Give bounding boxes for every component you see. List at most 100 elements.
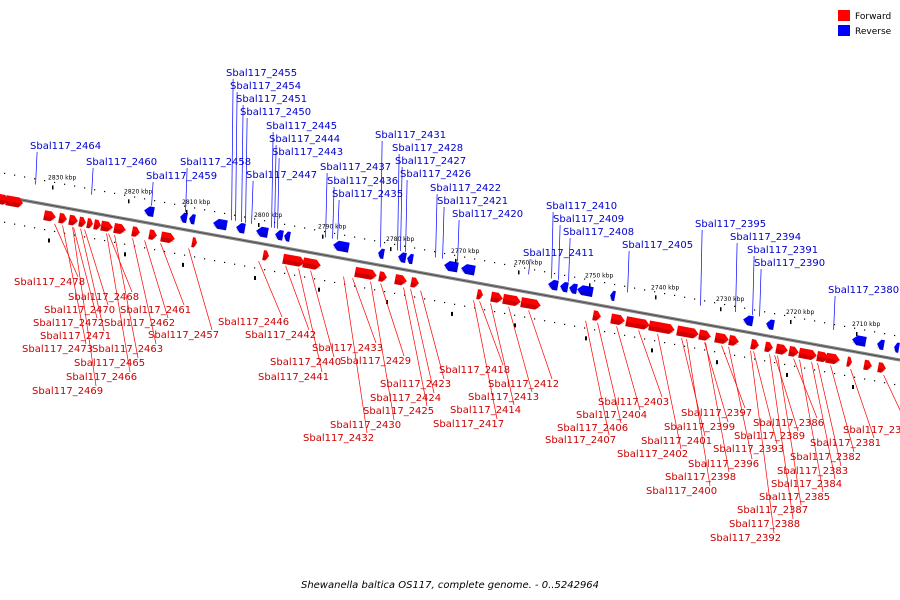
gene-label[interactable]: Sbal117_2470 xyxy=(44,305,115,316)
gene-label[interactable]: Sbal117_2472 xyxy=(33,318,104,329)
reverse-gene-feature[interactable] xyxy=(377,248,385,259)
gene-label[interactable]: Sbal117_2435 xyxy=(332,189,403,200)
reverse-gene-feature[interactable] xyxy=(274,229,284,241)
reverse-gene-feature[interactable] xyxy=(851,334,867,347)
forward-gene-feature[interactable] xyxy=(14,196,24,208)
gene-label[interactable]: Sbal117_2394 xyxy=(730,232,801,243)
gene-label[interactable]: Sbal117_2428 xyxy=(392,143,463,154)
forward-gene-feature[interactable] xyxy=(78,216,87,228)
gene-label[interactable]: Sbal117_2451 xyxy=(236,94,307,105)
gene-label[interactable]: Sbal117_2400 xyxy=(646,486,717,497)
forward-gene-feature[interactable] xyxy=(58,212,68,224)
forward-gene-feature[interactable] xyxy=(728,335,740,347)
forward-gene-feature[interactable] xyxy=(863,359,873,371)
gene-label[interactable]: Sbal117_2455 xyxy=(226,68,297,79)
gene-label[interactable]: Sbal117_2444 xyxy=(269,134,340,145)
forward-gene-feature[interactable] xyxy=(160,231,176,244)
gene-label[interactable]: Sbal117_2443 xyxy=(272,147,343,158)
reverse-gene-feature[interactable] xyxy=(332,240,350,253)
gene-label[interactable]: Sbal117_2389 xyxy=(734,431,805,442)
forward-gene-feature[interactable] xyxy=(592,310,602,321)
gene-label[interactable]: Sbal117_2421 xyxy=(437,196,508,207)
gene-label[interactable]: Sbal117_2390 xyxy=(754,258,825,269)
forward-gene-feature[interactable] xyxy=(520,297,541,310)
forward-gene-feature[interactable] xyxy=(113,222,127,235)
forward-gene-feature[interactable] xyxy=(148,229,158,240)
forward-gene-feature[interactable] xyxy=(775,343,789,356)
gene-label[interactable]: Sbal117_2412 xyxy=(488,379,559,390)
forward-gene-feature[interactable] xyxy=(502,293,522,307)
gene-label[interactable]: Sbal117_2445 xyxy=(266,121,337,132)
gene-label[interactable]: Sbal117_2433 xyxy=(312,343,383,354)
gene-label[interactable]: Sbal117_2411 xyxy=(523,248,594,259)
reverse-gene-feature[interactable] xyxy=(576,284,594,298)
forward-gene-feature[interactable] xyxy=(378,271,388,282)
reverse-gene-feature[interactable] xyxy=(893,342,900,353)
gene-label[interactable]: Sbal117_2417 xyxy=(433,419,504,430)
forward-gene-feature[interactable] xyxy=(302,257,322,270)
gene-label[interactable]: Sbal117_2385 xyxy=(759,492,830,503)
gene-label[interactable]: Sbal117_2450 xyxy=(240,107,311,118)
gene-label[interactable]: Sbal117_2429 xyxy=(340,356,411,367)
gene-label[interactable]: Sbal117_2391 xyxy=(747,245,818,256)
reverse-gene-feature[interactable] xyxy=(188,214,196,225)
gene-label[interactable]: Sbal117_2393 xyxy=(713,444,784,455)
gene-label[interactable]: Sbal117_2379 xyxy=(843,425,900,436)
gene-label[interactable]: Sbal117_2463 xyxy=(92,344,163,355)
forward-gene-feature[interactable] xyxy=(648,320,675,335)
gene-label[interactable]: Sbal117_2405 xyxy=(622,240,693,251)
gene-label[interactable]: Sbal117_2441 xyxy=(258,372,329,383)
forward-gene-feature[interactable] xyxy=(282,253,305,268)
gene-label[interactable]: Sbal117_2426 xyxy=(400,169,471,180)
gene-label[interactable]: Sbal117_2381 xyxy=(810,438,881,449)
gene-label[interactable]: Sbal117_2425 xyxy=(363,406,434,417)
forward-gene-feature[interactable] xyxy=(816,351,830,363)
gene-label[interactable]: Sbal117_2408 xyxy=(563,227,634,238)
forward-gene-feature[interactable] xyxy=(825,352,841,365)
gene-label[interactable]: Sbal117_2398 xyxy=(665,472,736,483)
gene-label[interactable]: Sbal117_2427 xyxy=(395,156,466,167)
forward-gene-feature[interactable] xyxy=(394,274,408,286)
gene-label[interactable]: Sbal117_2430 xyxy=(330,420,401,431)
gene-label[interactable]: Sbal117_2422 xyxy=(430,183,501,194)
gene-label[interactable]: Sbal117_2460 xyxy=(86,157,157,168)
gene-label[interactable]: Sbal117_2454 xyxy=(230,81,301,92)
gene-label[interactable]: Sbal117_2401 xyxy=(641,436,712,447)
gene-label[interactable]: Sbal117_2471 xyxy=(40,331,111,342)
forward-gene-feature[interactable] xyxy=(798,347,818,361)
reverse-gene-feature[interactable] xyxy=(559,281,569,293)
forward-gene-feature[interactable] xyxy=(610,313,626,326)
gene-label[interactable]: Sbal117_2404 xyxy=(576,410,647,421)
gene-label[interactable]: Sbal117_2386 xyxy=(753,418,824,429)
gene-label[interactable]: Sbal117_2423 xyxy=(380,379,451,390)
forward-gene-feature[interactable] xyxy=(490,291,504,304)
gene-label[interactable]: Sbal117_2383 xyxy=(777,466,848,477)
forward-gene-feature[interactable] xyxy=(68,214,79,226)
forward-gene-feature[interactable] xyxy=(877,362,887,373)
forward-gene-feature[interactable] xyxy=(410,277,420,288)
gene-label[interactable]: Sbal117_2384 xyxy=(771,479,842,490)
gene-label[interactable]: Sbal117_2414 xyxy=(450,405,521,416)
reverse-gene-feature[interactable] xyxy=(397,252,407,263)
gene-label[interactable]: Sbal117_2410 xyxy=(546,201,617,212)
reverse-gene-feature[interactable] xyxy=(547,279,559,291)
gene-label[interactable]: Sbal117_2436 xyxy=(327,176,398,187)
gene-label[interactable]: Sbal117_2388 xyxy=(729,519,800,530)
gene-label[interactable]: Sbal117_2442 xyxy=(245,330,316,341)
reverse-gene-feature[interactable] xyxy=(143,205,155,218)
reverse-gene-feature[interactable] xyxy=(568,283,578,295)
forward-gene-feature[interactable] xyxy=(625,316,650,330)
gene-label[interactable]: Sbal117_2397 xyxy=(681,408,752,419)
gene-label[interactable]: Sbal117_2403 xyxy=(598,397,669,408)
gene-label[interactable]: Sbal117_2446 xyxy=(218,317,289,328)
gene-label[interactable]: Sbal117_2478 xyxy=(14,277,85,288)
reverse-gene-feature[interactable] xyxy=(179,212,188,224)
reverse-gene-feature[interactable] xyxy=(765,319,775,331)
gene-label[interactable]: Sbal117_2413 xyxy=(468,392,539,403)
forward-gene-feature[interactable] xyxy=(788,345,800,358)
gene-label[interactable]: Sbal117_2440 xyxy=(270,357,341,368)
forward-gene-feature[interactable] xyxy=(714,332,730,344)
gene-label[interactable]: Sbal117_2387 xyxy=(737,505,808,516)
reverse-gene-feature[interactable] xyxy=(609,290,616,302)
forward-gene-feature[interactable] xyxy=(86,218,94,229)
